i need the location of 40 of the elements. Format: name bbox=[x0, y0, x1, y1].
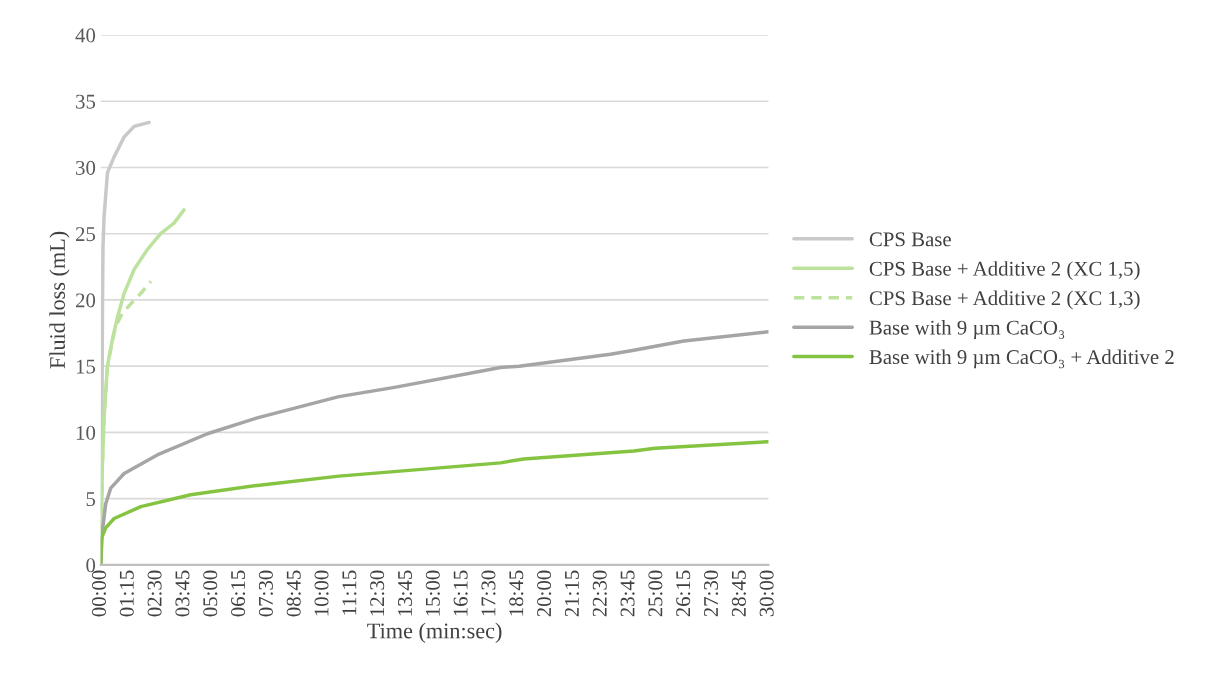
x-tick-label: 21:15 bbox=[564, 570, 580, 617]
x-tick-label: 25:00 bbox=[648, 570, 663, 617]
x-tick-label: 06:15 bbox=[231, 570, 246, 617]
x-tick-label: 12:30 bbox=[370, 570, 385, 616]
x-axis-title: Time (min:sec) bbox=[367, 622, 502, 643]
x-tick-label: 11:15 bbox=[342, 570, 357, 615]
x-tick-label: 02:30 bbox=[147, 570, 162, 617]
x-tick-label: 07:30 bbox=[258, 570, 273, 617]
x-tick-label: 03:45 bbox=[175, 570, 190, 617]
y-tick-label: 30 bbox=[76, 160, 96, 175]
y-tick-label: 10 bbox=[76, 425, 96, 440]
x-tick-label: 01:15 bbox=[119, 570, 134, 617]
x-tick-label: 22:30 bbox=[592, 570, 607, 617]
x-tick-label: 08:45 bbox=[286, 570, 301, 617]
x-tick-label: 10:00 bbox=[314, 570, 329, 616]
y-tick-label: 20 bbox=[75, 293, 96, 308]
x-tick-label: 23:45 bbox=[620, 570, 635, 617]
legend-label: CPS Base + Additive 2 (XC 1,5) bbox=[869, 261, 1140, 281]
y-tick-label: 40 bbox=[75, 28, 96, 43]
x-tick-label: 28:45 bbox=[731, 570, 746, 617]
x-tick-label: 16:15 bbox=[453, 570, 468, 616]
x-tick-label: 13:45 bbox=[398, 570, 413, 616]
legend-label: CPS Base bbox=[869, 232, 951, 247]
x-tick-label: 17:30 bbox=[481, 570, 496, 616]
x-tick-label: 05:00 bbox=[203, 570, 218, 617]
y-axis-title: Fluid loss (mL) bbox=[49, 231, 70, 369]
x-tick-label: 20:00 bbox=[537, 570, 552, 617]
x-tick-label: 26:15 bbox=[676, 570, 691, 617]
legend-label: Base with 9 µm CaCO₃ + Additive 2 bbox=[869, 349, 1174, 369]
line-series bbox=[100, 439, 769, 565]
y-tick-label: 35 bbox=[76, 94, 96, 109]
x-tick-label: 27:30 bbox=[703, 570, 719, 617]
x-tick-label: 18:45 bbox=[509, 570, 524, 616]
y-tick-label: 25 bbox=[75, 227, 96, 242]
x-tick-label: 30:00 bbox=[759, 570, 774, 617]
legend-label: Base with 9 µm CaCO₃ bbox=[869, 320, 1065, 339]
legend-label: CPS Base + Additive 2 (XC 1,3) bbox=[869, 290, 1140, 310]
y-tick-label: 5 bbox=[86, 492, 96, 507]
y-tick-label: 15 bbox=[76, 359, 96, 374]
x-tick-label: 15:00 bbox=[425, 570, 440, 616]
